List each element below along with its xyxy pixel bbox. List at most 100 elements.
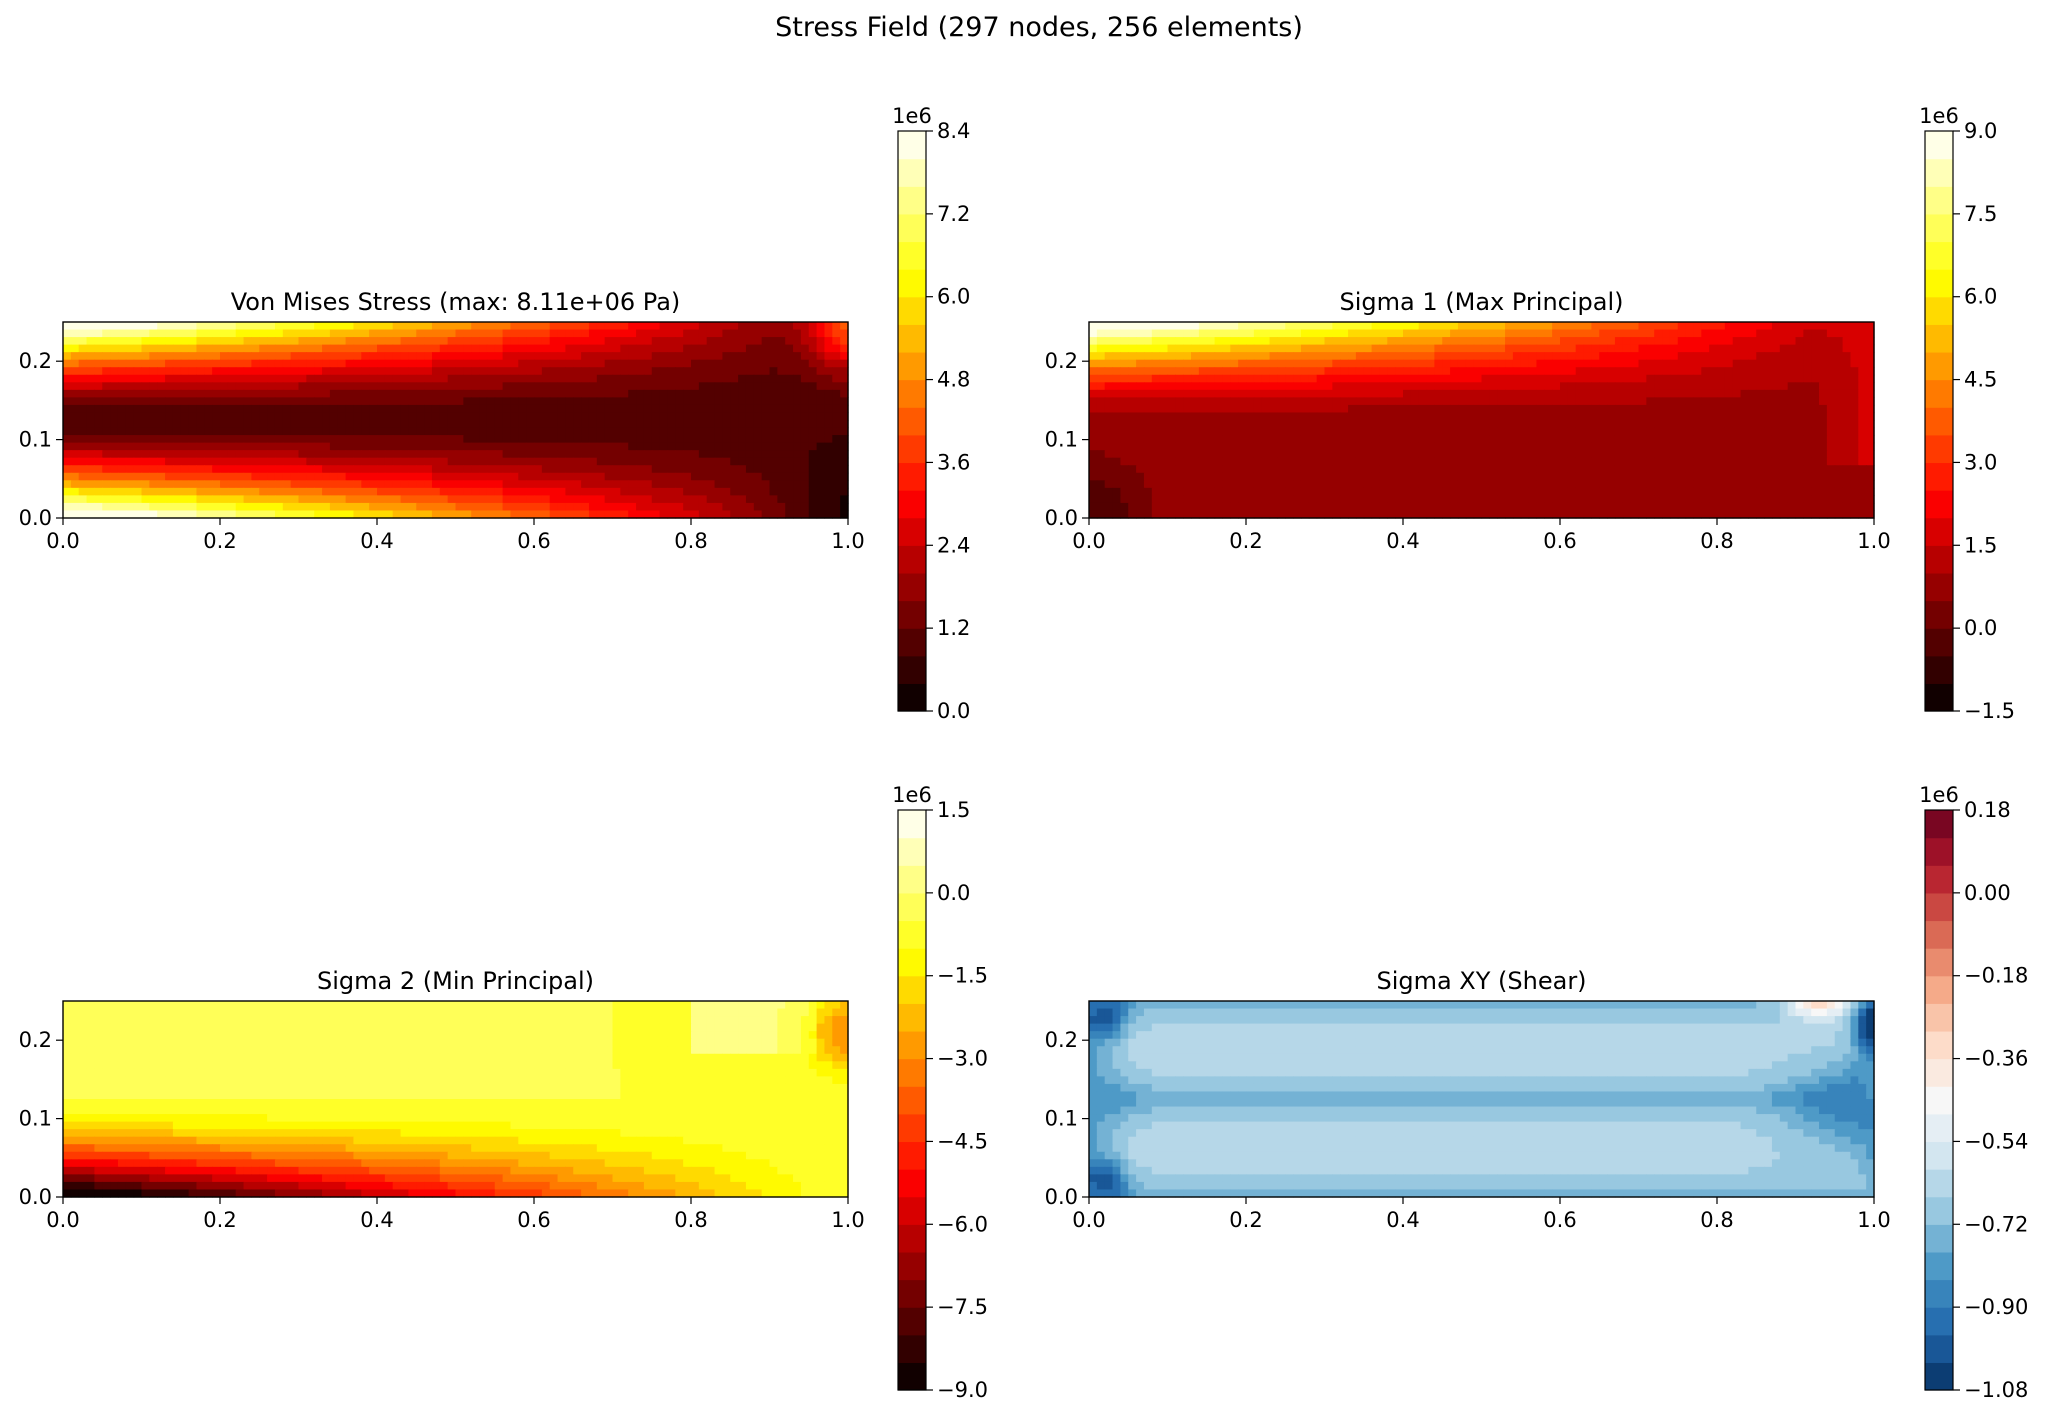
contour-cell: [643, 389, 653, 398]
contour-cell: [1120, 435, 1129, 444]
contour-cell: [392, 442, 402, 451]
contour-cell: [604, 382, 614, 391]
contour-cell: [691, 480, 700, 489]
contour-cell: [502, 367, 512, 376]
contour-cell: [1607, 404, 1616, 414]
contour-cell: [125, 480, 135, 489]
contour-cell: [361, 359, 370, 368]
contour-cell: [745, 412, 755, 421]
contour-cell: [1701, 389, 1710, 398]
contour-cell: [1552, 404, 1561, 414]
contour-cell: [377, 344, 386, 353]
contour-cell: [706, 442, 716, 451]
contour-cell: [1434, 442, 1443, 451]
contour-cell: [259, 472, 268, 481]
contour-cell: [479, 374, 488, 383]
contour-cell: [714, 352, 723, 361]
contour-cell: [235, 389, 245, 398]
contour-cell: [1308, 352, 1318, 361]
contour-cell: [494, 442, 504, 451]
contour-cell: [1206, 412, 1216, 421]
contour-cell: [1143, 337, 1153, 346]
contour-cell: [1410, 427, 1420, 436]
contour-cell: [377, 322, 386, 331]
contour-cell: [196, 389, 205, 398]
contour-cell: [337, 510, 347, 519]
contour-cell: [471, 465, 480, 474]
contour-cell: [1222, 457, 1231, 466]
contour-cell: [1701, 344, 1710, 353]
contour-cell: [730, 359, 739, 368]
contour-cell: [1717, 374, 1726, 383]
contour-cell: [675, 465, 684, 474]
contour-cell: [541, 495, 551, 504]
contour-cell: [510, 480, 519, 489]
contour-cell: [753, 487, 763, 496]
contour-cell: [392, 472, 402, 481]
contour-cell: [1756, 442, 1765, 451]
contour-cell: [1403, 352, 1412, 361]
contour-cell: [1724, 359, 1734, 368]
contour-cell: [78, 329, 88, 338]
contour-cell: [408, 329, 417, 338]
contour-cell: [1756, 472, 1765, 481]
contour-cell: [1324, 329, 1333, 338]
contour-cell: [290, 457, 300, 466]
contour-cell: [1536, 442, 1545, 451]
contour-cell: [659, 367, 669, 376]
contour-cell: [1819, 412, 1828, 421]
contour-cell: [141, 322, 150, 331]
contour-cell: [541, 389, 551, 398]
contour-cell: [1803, 412, 1812, 421]
contour-cell: [274, 344, 284, 353]
contour-cell: [1089, 404, 1098, 414]
contour-cell: [785, 472, 794, 481]
contour-cell: [1826, 465, 1836, 474]
contour-cell: [1685, 344, 1695, 353]
contour-cell: [1740, 472, 1749, 481]
contour-cell: [612, 352, 621, 361]
contour-cell: [1348, 359, 1357, 368]
contour-cell: [1096, 337, 1106, 346]
colorbar-tick-label: 1.2: [937, 616, 970, 640]
contour-cell: [581, 412, 590, 421]
contour-cell: [1787, 472, 1797, 481]
contour-cell: [102, 435, 111, 444]
contour-cell: [274, 389, 284, 398]
contour-cell: [1355, 337, 1365, 346]
contour-cell: [1159, 450, 1169, 459]
contour-cell: [345, 322, 355, 331]
contour-cell: [447, 465, 457, 474]
contour-cell: [1622, 359, 1632, 368]
contour-cell: [1748, 412, 1757, 421]
contour-cell: [667, 344, 676, 353]
contour-cell: [1167, 442, 1176, 451]
contour-cell: [1175, 487, 1184, 496]
contour-cell: [1465, 382, 1475, 391]
contour-cell: [573, 420, 582, 429]
contour-cell: [125, 457, 135, 466]
contour-cell: [463, 450, 472, 459]
contour-cell: [416, 374, 425, 383]
contour-cell: [1442, 435, 1451, 444]
contour-cell: [502, 465, 512, 474]
contour-cell: [290, 322, 300, 331]
contour-cell: [1183, 344, 1192, 353]
contour-cell: [314, 397, 323, 406]
contour-cell: [1112, 344, 1121, 353]
contour-cell: [1379, 472, 1388, 481]
contour-cell: [494, 495, 504, 504]
contour-cell: [1850, 374, 1859, 383]
contour-cell: [1418, 457, 1428, 466]
contour-cell: [1826, 420, 1836, 429]
contour-cell: [165, 495, 174, 504]
contour-cell: [188, 465, 198, 474]
contour-cell: [604, 367, 614, 376]
contour-cell: [361, 397, 370, 406]
contour-cell: [1481, 337, 1490, 346]
contour-cell: [1599, 352, 1608, 361]
contour-cell: [149, 352, 158, 361]
contour-cell: [1819, 472, 1828, 481]
contour-cell: [730, 450, 739, 459]
contour-cell: [769, 344, 778, 353]
